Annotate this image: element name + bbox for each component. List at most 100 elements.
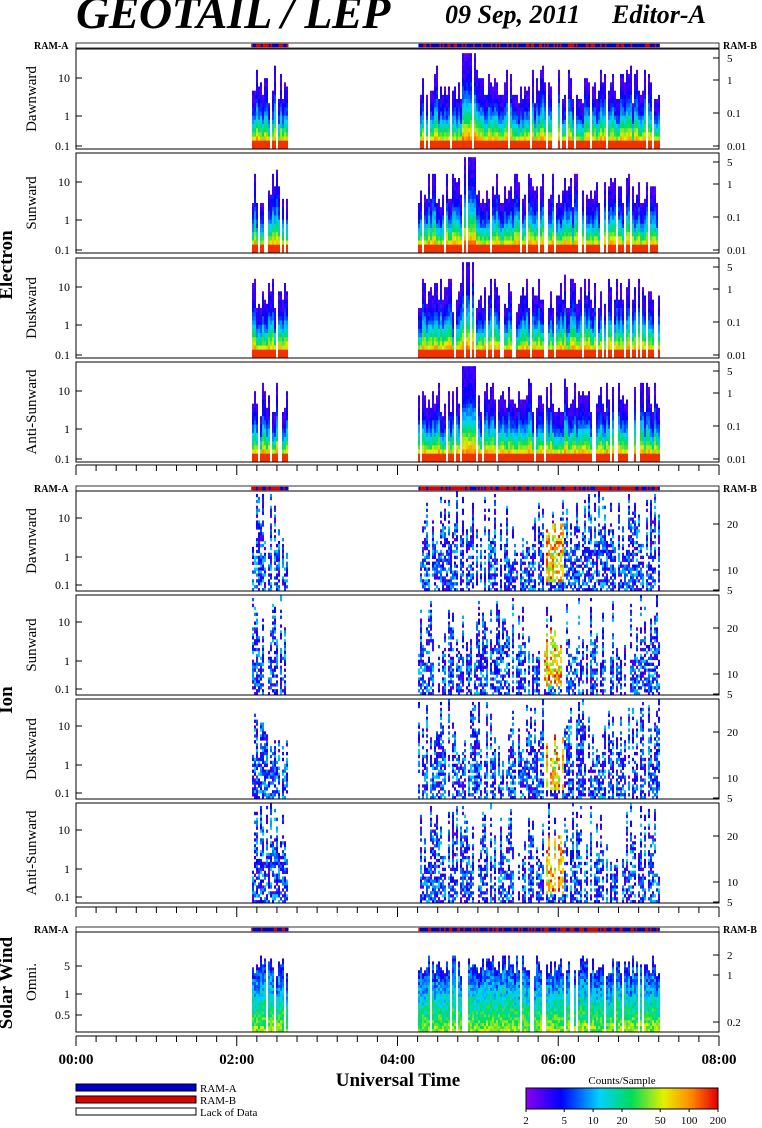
spectrogram-cell bbox=[518, 248, 520, 254]
spectrogram-cell bbox=[576, 211, 578, 216]
spectrogram-cell bbox=[498, 236, 500, 241]
spectrogram-cell bbox=[432, 186, 434, 191]
spectrogram-cell bbox=[272, 99, 274, 104]
spectrogram-cell bbox=[452, 228, 454, 233]
spectrogram-cell bbox=[454, 198, 456, 204]
spectrogram-cell bbox=[564, 228, 566, 233]
spectrogram-cell bbox=[558, 198, 560, 204]
spectrogram-cell bbox=[550, 353, 552, 359]
spectrogram-cell bbox=[508, 341, 510, 346]
spectrogram-cell bbox=[464, 236, 466, 241]
ram-strip-segment bbox=[506, 43, 509, 48]
spectrogram-cell bbox=[596, 211, 598, 216]
spectrogram-cell bbox=[454, 86, 456, 92]
spectrogram-cell bbox=[458, 320, 460, 326]
spectrogram-cell bbox=[480, 308, 482, 313]
spectrogram-cell bbox=[280, 328, 282, 334]
spectrogram-cell bbox=[592, 203, 594, 208]
spectrogram-cell bbox=[548, 341, 550, 346]
spectrogram-cell bbox=[274, 115, 276, 121]
spectrogram-cell bbox=[632, 207, 634, 212]
spectrogram-cell bbox=[468, 320, 470, 326]
spectrogram-cell bbox=[524, 198, 526, 204]
spectrogram-cell bbox=[278, 128, 280, 133]
spectrogram-cell bbox=[604, 236, 606, 241]
ram-strip-segment bbox=[424, 43, 427, 48]
spectrogram-cell bbox=[438, 240, 440, 246]
spectrogram-cell bbox=[466, 74, 468, 79]
spectrogram-cell bbox=[532, 308, 534, 313]
spectrogram-cell bbox=[594, 211, 596, 216]
spectrogram-cell bbox=[548, 119, 550, 125]
spectrogram-cell bbox=[610, 228, 612, 233]
spectrogram-cell bbox=[470, 82, 472, 87]
spectrogram-cell bbox=[644, 103, 646, 108]
spectrogram-cell bbox=[542, 82, 544, 87]
spectrogram-cell bbox=[620, 90, 622, 96]
spectrogram-cell bbox=[432, 94, 434, 100]
spectrogram-cell bbox=[424, 211, 426, 216]
spectrogram-cell bbox=[642, 232, 644, 237]
spectrogram-cell bbox=[492, 219, 494, 225]
spectrogram-cell bbox=[562, 299, 564, 305]
spectrogram-cell bbox=[254, 228, 256, 233]
spectrogram-cell bbox=[436, 111, 438, 117]
spectrogram-cell bbox=[442, 136, 444, 142]
spectrogram-cell bbox=[488, 308, 490, 313]
spectrogram-cell bbox=[506, 203, 508, 208]
spectrogram-cell bbox=[444, 299, 446, 305]
spectrogram-cell bbox=[610, 103, 612, 108]
spectrogram-cell bbox=[512, 136, 514, 142]
spectrogram-cell bbox=[612, 190, 614, 196]
spectrogram-cell bbox=[420, 124, 422, 129]
spectrogram-cell bbox=[626, 219, 628, 225]
spectrogram-cell bbox=[510, 219, 512, 225]
spectrogram-cell bbox=[492, 194, 494, 200]
spectrogram-cell bbox=[464, 173, 466, 179]
spectrogram-cell bbox=[468, 248, 470, 254]
spectrogram-cell bbox=[602, 82, 604, 87]
spectrogram-cell bbox=[262, 203, 264, 208]
spectrogram-cell bbox=[520, 353, 522, 359]
spectrogram-cell bbox=[626, 136, 628, 142]
spectrogram-cell bbox=[612, 90, 614, 96]
spectrogram-cell bbox=[426, 124, 428, 129]
spectrogram-cell bbox=[448, 99, 450, 104]
spectrogram-cell bbox=[280, 90, 282, 96]
spectrogram-cell bbox=[534, 219, 536, 225]
spectrogram-cell bbox=[586, 232, 588, 237]
spectrogram-cell bbox=[470, 115, 472, 121]
spectrogram-cell bbox=[568, 103, 570, 108]
spectrogram-cell bbox=[610, 236, 612, 241]
spectrogram-cell bbox=[536, 99, 538, 104]
spectrogram-cell bbox=[474, 211, 476, 216]
spectrogram-cell bbox=[278, 299, 280, 305]
spectrogram-cell bbox=[492, 244, 494, 250]
spectrogram-cell bbox=[486, 203, 488, 208]
spectrogram-cell bbox=[578, 144, 580, 150]
spectrogram-cell bbox=[490, 86, 492, 92]
spectrogram-cell bbox=[522, 236, 524, 241]
spectrogram-cell bbox=[632, 107, 634, 112]
spectrogram-cell bbox=[628, 82, 630, 87]
spectrogram-cell bbox=[468, 291, 470, 296]
spectrogram-cell bbox=[418, 312, 420, 317]
spectrogram-cell bbox=[590, 228, 592, 233]
spectrogram-cell bbox=[264, 132, 266, 137]
spectrogram-cell bbox=[550, 90, 552, 96]
spectrogram-cell bbox=[476, 144, 478, 150]
spectrogram-cell bbox=[626, 99, 628, 104]
spectrogram-cell bbox=[576, 240, 578, 246]
spectrogram-cell bbox=[468, 136, 470, 142]
spectrogram-cell bbox=[434, 203, 436, 208]
spectrogram-cell bbox=[550, 128, 552, 133]
spectrogram-cell bbox=[266, 320, 268, 326]
ram-strip-segment bbox=[567, 43, 570, 48]
spectrogram-cell bbox=[258, 341, 260, 346]
spectrogram-cell bbox=[254, 186, 256, 191]
spectrogram-cell bbox=[514, 223, 516, 229]
spectrogram-cell bbox=[588, 140, 590, 146]
spectrogram-cell bbox=[464, 207, 466, 212]
spectrogram-cell bbox=[522, 219, 524, 225]
spectrogram-cell bbox=[474, 215, 476, 221]
